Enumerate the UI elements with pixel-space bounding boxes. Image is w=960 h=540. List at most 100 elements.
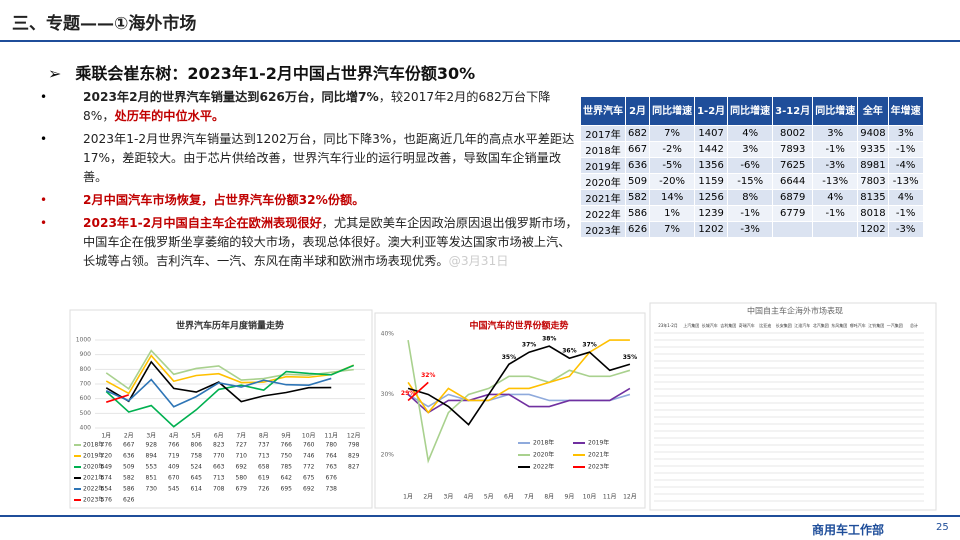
table-value: 675: [303, 475, 315, 482]
legend-label: 2022年: [533, 463, 554, 471]
cell: 586: [624, 205, 651, 222]
x-tick-label: 4月: [464, 494, 474, 501]
table-value: 576: [101, 497, 113, 504]
y-tick-label: 900: [80, 351, 92, 358]
cell: -6%: [727, 157, 774, 174]
legend-label: 2023年: [588, 463, 609, 471]
cell: -2%: [649, 141, 696, 158]
legend-label: 2020年: [533, 451, 554, 459]
cell: 7893: [772, 141, 814, 158]
table-value: 730: [146, 486, 158, 493]
table-value: 785: [281, 464, 293, 471]
cell: 682: [624, 125, 651, 142]
x-tick-label: 12月: [347, 433, 361, 440]
cell: [772, 221, 814, 238]
heading-text: 乘联会崔东树：2023年1-2月中国占世界汽车份额30%: [75, 64, 476, 83]
table-value: 663: [213, 464, 225, 471]
table-value: 764: [326, 453, 338, 460]
y-tick-label: 1000: [76, 337, 91, 344]
y-tick-label: 30%: [381, 391, 395, 398]
overseas-frame: [649, 302, 937, 511]
overseas-header: 奇瑞汽车: [739, 322, 755, 328]
bullet: • 2023年2月的世界汽车销量达到626万台，同比增7%，较2017年2月的68…: [40, 88, 580, 126]
table-value: 726: [258, 486, 270, 493]
bullet-text: 2月中国汽车市场恢复，占世界汽车份额32%份额。: [83, 193, 365, 207]
row: 2017年 682 7% 1407 4% 8002 3% 9408 3%: [580, 125, 924, 142]
table-value: 760: [303, 442, 315, 449]
table-value: 692: [236, 464, 248, 471]
table-value: 720: [101, 453, 113, 460]
cell: 4%: [812, 189, 859, 206]
marker: ➢: [48, 64, 62, 83]
overseas-header: 上汽集团: [683, 322, 699, 328]
bullet-text: 2023年1-2月世界汽车销量达到1202万台，同比下降3%，也距离近几年的高点…: [83, 132, 575, 184]
x-tick-label: 2月: [423, 494, 433, 501]
table-value: 746: [303, 453, 315, 460]
cell: 4%: [887, 189, 924, 206]
world-table: 世界汽车 2月 同比增速 1-2月 同比增速 3-12月 同比增速 全年 年增速 2017年 682…: [580, 96, 924, 238]
header-cell: 同比增速: [727, 96, 774, 126]
y-tick-label: 700: [80, 381, 92, 388]
series-line: [105, 349, 354, 390]
table-value: 545: [168, 486, 180, 493]
header-cell: 全年: [857, 96, 889, 126]
header-cell: 同比增速: [649, 96, 696, 126]
series-line: [407, 387, 631, 414]
table-value: 708: [213, 486, 225, 493]
page-number: 25: [936, 522, 949, 533]
x-tick-label: 2月: [124, 433, 134, 440]
bullet-text: ，较2017年2月的682万台下降8%，: [83, 90, 551, 123]
cell: -4%: [887, 157, 924, 174]
table-value: 409: [168, 464, 180, 471]
data-label: 29%: [401, 390, 415, 397]
y-tick-label: 500: [80, 410, 92, 417]
x-tick-label: 8月: [544, 494, 554, 501]
x-tick-label: 7月: [524, 494, 534, 501]
bullet-dot: •: [40, 216, 48, 230]
table-value: 679: [236, 486, 248, 493]
y-tick-label: 600: [80, 395, 92, 402]
overseas-title: 中国自主车企海外市场表现: [747, 306, 843, 316]
header-row: 世界汽车 2月 同比增速 1-2月 同比增速 3-12月 同比增速 全年 年增速: [580, 96, 924, 126]
bullet-dot: •: [40, 90, 48, 104]
chart-title: 世界汽车历年月度销量走势: [176, 320, 284, 332]
header-cell: 2月: [624, 96, 651, 126]
row: 2020年 509 -20% 1159 -15% 6644 -13% 7803 -13%: [580, 173, 924, 190]
table-value: 524: [191, 464, 203, 471]
x-tick-label: 4月: [169, 433, 179, 440]
bullet-text: 处历年的中位水平。: [114, 109, 225, 123]
table-value: 713: [213, 475, 225, 482]
data-label: 32%: [421, 372, 435, 379]
table-value: 823: [213, 442, 225, 449]
table-value: 674: [101, 475, 113, 482]
y-tick-label: 40%: [381, 331, 395, 338]
overseas-header: 23年1-2月: [658, 322, 678, 328]
legend-label: 2018年: [533, 439, 554, 447]
table-value: 614: [191, 486, 203, 493]
header-title: 三、专题——①海外市场: [12, 14, 197, 34]
table-value: 695: [281, 486, 293, 493]
x-tick-label: 3月: [444, 494, 454, 501]
legend-label: 2020年: [83, 463, 104, 471]
table-value: 894: [146, 453, 158, 460]
table-value: 654: [101, 486, 113, 493]
table-value: 928: [146, 442, 158, 449]
cell: -1%: [727, 205, 774, 222]
table-value: 645: [191, 475, 203, 482]
series-line: [105, 354, 355, 395]
bullet: • 2023年1-2月中国自主车企在欧洲表现很好，尤其是欧美车企因政治原因退出俄罗…: [40, 214, 580, 271]
table-value: 798: [348, 442, 360, 449]
cell: 582: [624, 189, 651, 206]
data-label: 35%: [623, 354, 637, 361]
cell: 3%: [887, 125, 924, 142]
cell: -1%: [887, 205, 924, 222]
table-value: 553: [146, 464, 158, 471]
header-cell: 3-12月: [772, 96, 814, 126]
table-value: 667: [123, 442, 135, 449]
data-label: 36%: [562, 348, 576, 355]
cell: 3%: [812, 125, 859, 142]
table-value: 780: [326, 442, 338, 449]
table-value: 766: [281, 442, 293, 449]
cell: 1%: [649, 205, 696, 222]
